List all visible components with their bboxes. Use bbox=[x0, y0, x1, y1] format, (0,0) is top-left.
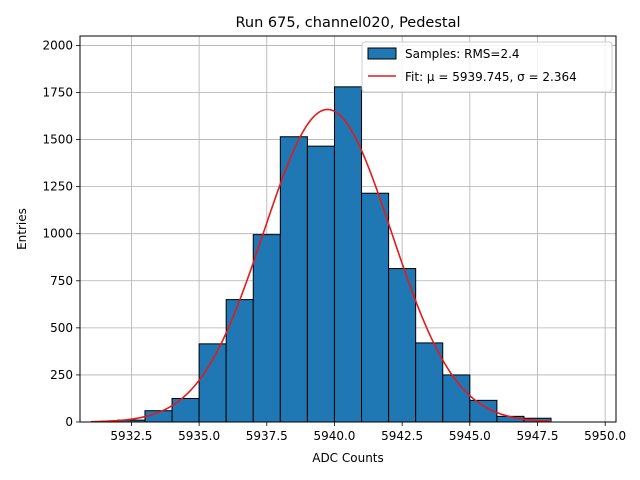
y-tick-label: 500 bbox=[50, 321, 73, 335]
x-tick-label: 5945.0 bbox=[449, 429, 491, 443]
fit-curve bbox=[90, 108, 552, 423]
y-tick-label: 0 bbox=[65, 415, 73, 429]
legend-box bbox=[361, 41, 613, 93]
y-tick-label: 1500 bbox=[42, 133, 73, 147]
x-tick-label: 5942.5 bbox=[381, 429, 423, 443]
y-tick-label: 1000 bbox=[42, 227, 73, 241]
histogram-bar bbox=[333, 86, 363, 423]
histogram-bars bbox=[117, 86, 552, 423]
x-axis-label: ADC Counts bbox=[312, 451, 384, 465]
histogram-bar bbox=[171, 397, 200, 423]
x-tick-label: 5940.0 bbox=[313, 429, 355, 443]
histogram-bar bbox=[415, 342, 444, 423]
x-tick-label: 5950.0 bbox=[584, 429, 626, 443]
y-tick-label: 2000 bbox=[42, 38, 73, 52]
y-tick-label: 250 bbox=[50, 368, 73, 382]
y-tick-label: 750 bbox=[50, 274, 73, 288]
y-axis-label: Entries bbox=[15, 208, 29, 250]
x-tick-label: 5932.5 bbox=[110, 429, 152, 443]
x-tick-label: 5947.5 bbox=[516, 429, 558, 443]
histogram-bar bbox=[442, 374, 471, 423]
legend: Samples: RMS=2.4 Fit: μ = 5939.745, σ = … bbox=[361, 41, 613, 93]
plot-frame bbox=[79, 35, 617, 423]
x-axis-ticks: 5932.5 5935.0 5937.5 5940.0 5942.5 5945.0 5947… bbox=[110, 422, 626, 443]
chart-title: Run 675, channel020, Pedestal bbox=[235, 15, 460, 31]
x-tick-label: 5937.5 bbox=[246, 429, 288, 443]
legend-label-fit: Fit: μ = 5939.745, σ = 2.364 bbox=[405, 70, 577, 84]
y-tick-label: 1750 bbox=[42, 85, 73, 99]
histogram-bar bbox=[252, 234, 281, 423]
legend-label-samples: Samples: RMS=2.4 bbox=[405, 47, 520, 61]
y-tick-label: 1250 bbox=[42, 180, 73, 194]
legend-swatch-samples bbox=[367, 47, 397, 60]
histogram-bar bbox=[279, 136, 308, 423]
histogram-bar bbox=[306, 145, 335, 423]
histogram-bar bbox=[225, 299, 254, 423]
histogram-bar bbox=[198, 343, 227, 423]
histogram-bar bbox=[361, 192, 390, 423]
x-tick-label: 5935.0 bbox=[178, 429, 220, 443]
y-axis-ticks: 0 250 500 750 1000 1250 1500 1750 2000 bbox=[42, 38, 80, 429]
